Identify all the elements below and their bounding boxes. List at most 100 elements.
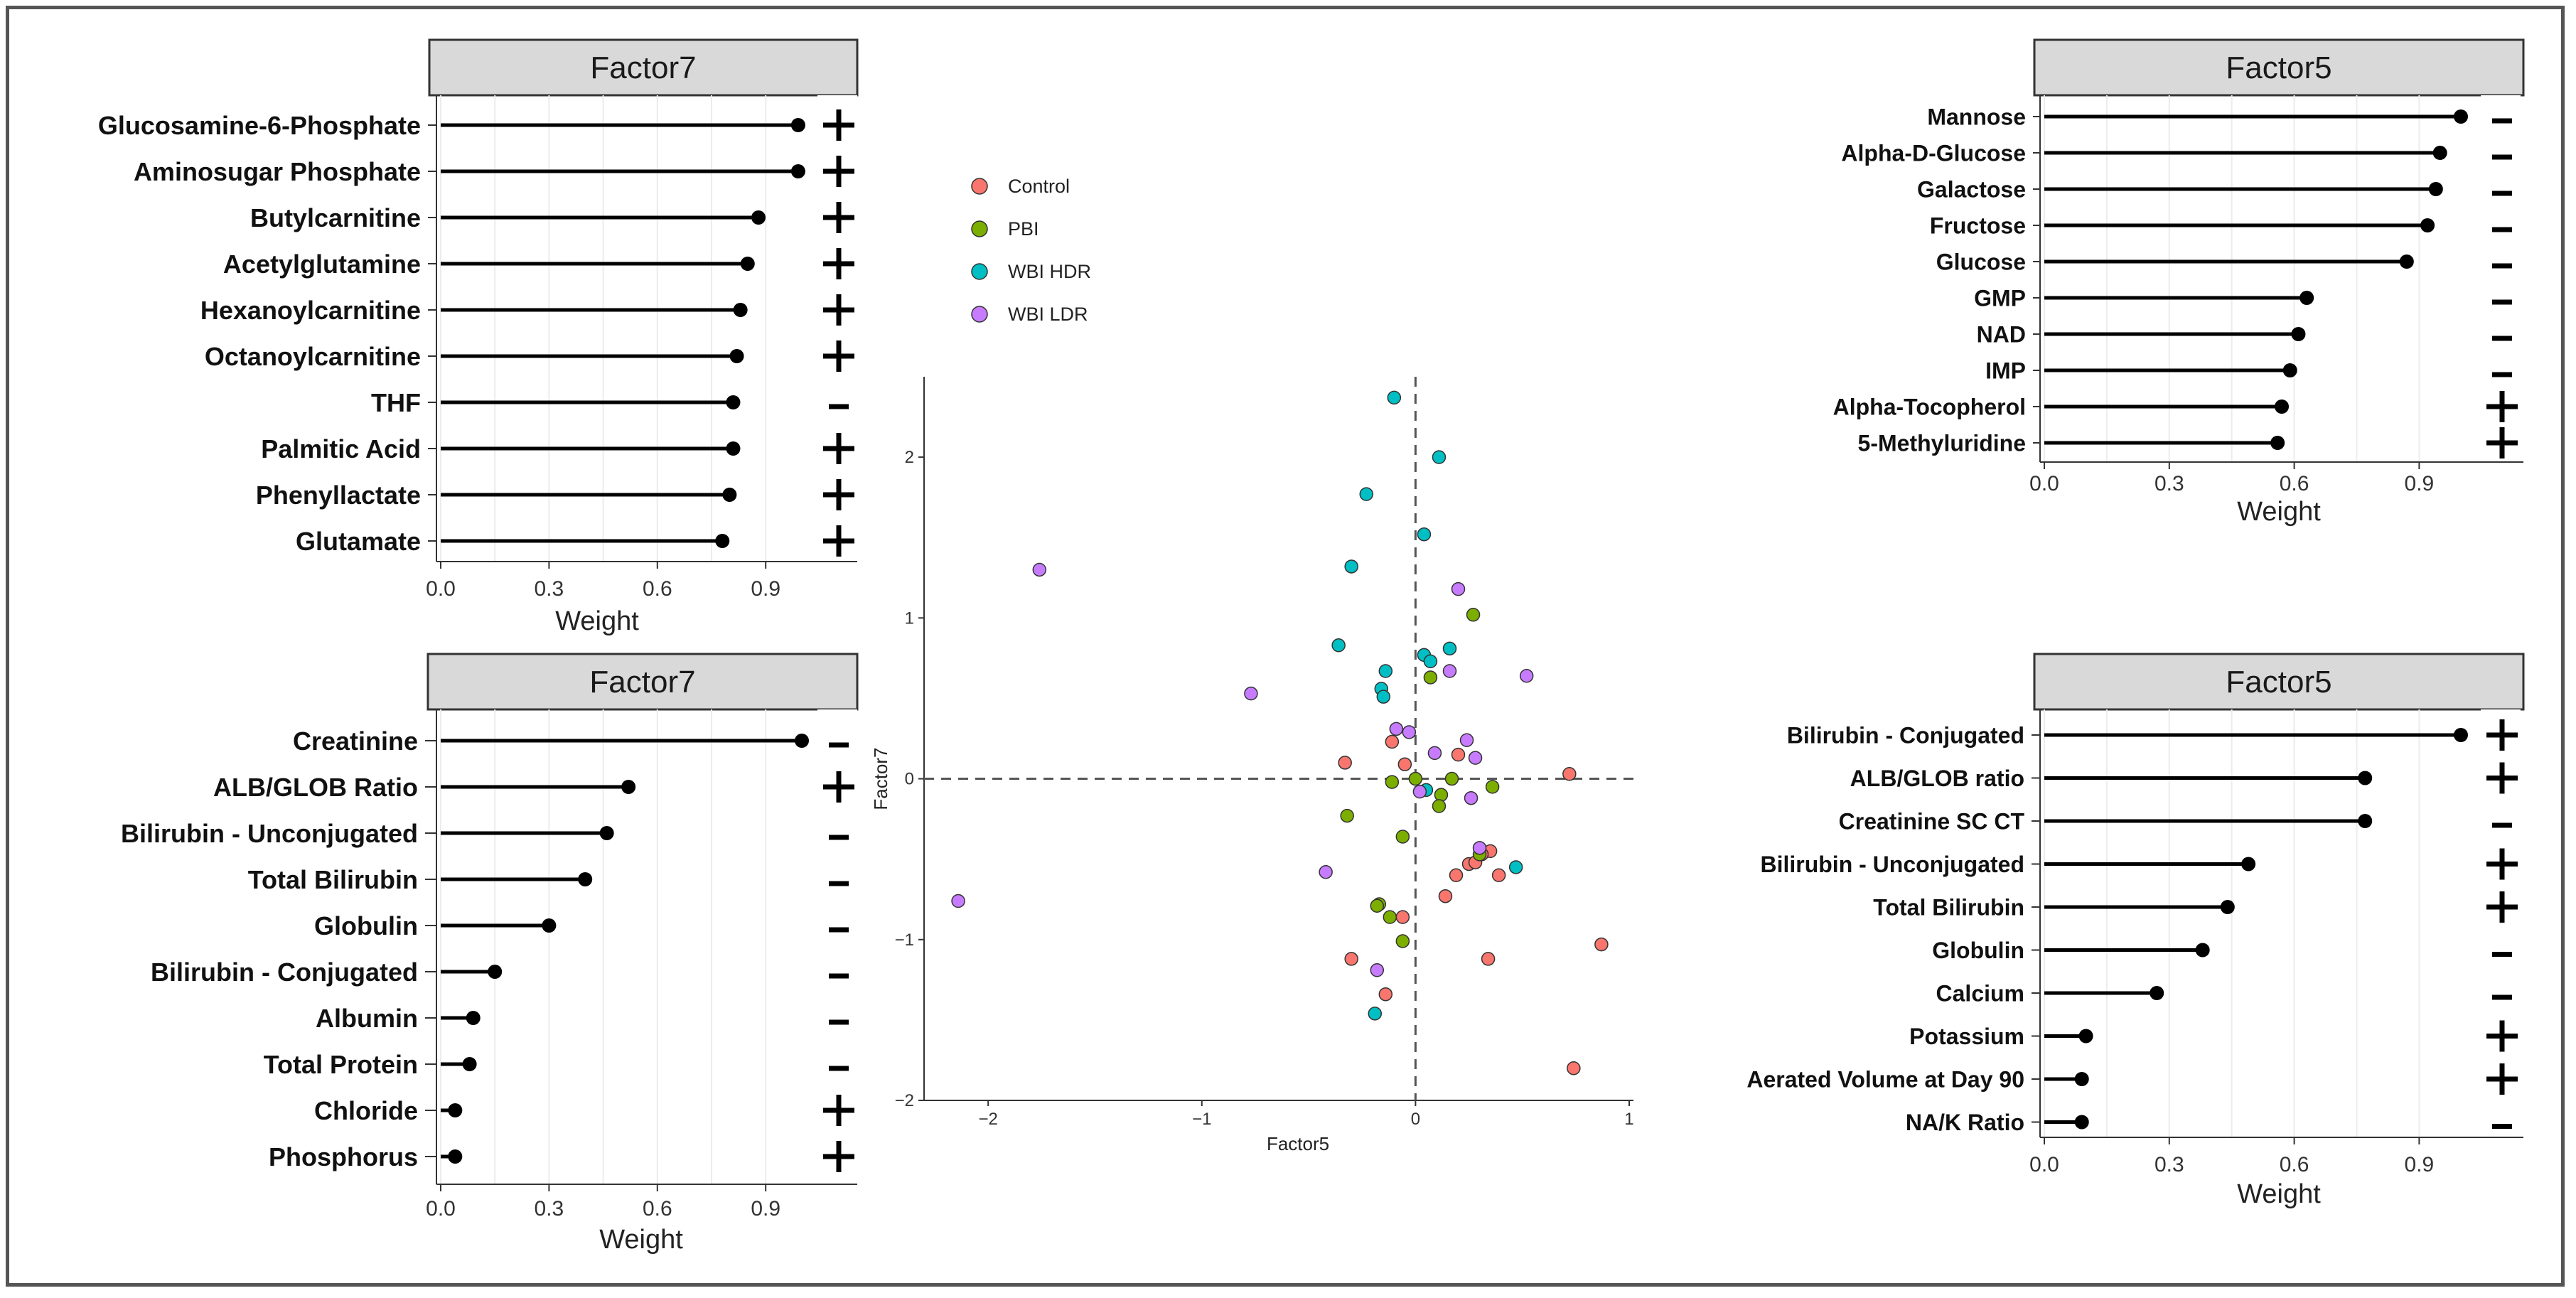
scatter-point-pbi	[1423, 670, 1438, 685]
lollipop-point	[2454, 109, 2468, 124]
scatter-point-control	[1451, 747, 1466, 762]
item-label: Aerated Volume at Day 90	[1746, 1067, 2024, 1093]
scatter-point-pbi	[1434, 788, 1449, 802]
scatter-point-wbi-ldr	[1442, 664, 1457, 678]
x-tick-label: 0.3	[2154, 472, 2184, 495]
panel-title: Factor7	[589, 665, 695, 699]
scatter-point-control	[1449, 868, 1464, 883]
item-label: GMP	[1974, 286, 2026, 311]
item-label: Bilirubin - Conjugated	[1787, 723, 2024, 749]
scatter-y-tick-label: 1	[905, 608, 914, 628]
scatter-point-control	[1562, 767, 1577, 781]
scatter-point-pbi	[1432, 799, 1447, 813]
scatter-point-control	[1378, 987, 1393, 1002]
lollipop-point	[726, 395, 741, 409]
scatter-point-pbi	[1395, 934, 1410, 948]
x-axis-title: Weight	[599, 1225, 683, 1255]
scatter-point-pbi	[1408, 771, 1423, 786]
lollipop-point	[2078, 1029, 2093, 1044]
x-axis-title: Weight	[2237, 1179, 2321, 1209]
item-label: Calcium	[1936, 981, 2024, 1007]
scatter-x-tick-label: −1	[1192, 1110, 1211, 1129]
lollipop-point	[448, 1103, 463, 1117]
lollipop-point	[740, 257, 755, 271]
lollipop-point	[466, 1011, 481, 1025]
lollipop-panel-tl: Factor7 Glucosamine-6-Phosphate Aminosugar…	[98, 38, 859, 636]
scatter-point-wbi-hdr	[1376, 690, 1391, 704]
lollipop-panel-br: Factor5 Bilirubin - Conjugated ALB/GLOB ra…	[1746, 653, 2525, 1209]
scatter-y-tick-label: 0	[905, 770, 914, 789]
lollipop-point	[2358, 814, 2373, 828]
lollipop-point	[726, 441, 741, 456]
item-label: ALB/GLOB ratio	[1850, 766, 2024, 791]
lollipop-point	[795, 734, 809, 748]
scatter-point-wbi-hdr	[1344, 559, 1358, 574]
lollipop-point	[2282, 363, 2297, 377]
item-label: Glutamate	[296, 527, 421, 556]
lollipop-point	[621, 780, 636, 794]
scatter-point-control	[1481, 952, 1496, 966]
scatter-point-control	[1395, 910, 1410, 924]
x-tick-label: 0.9	[751, 1197, 780, 1221]
lollipop-point	[462, 1057, 477, 1071]
scatter-point-control	[1397, 757, 1412, 771]
scatter-point-wbi-ldr	[1389, 722, 1404, 736]
scatter-point-wbi-ldr	[1459, 733, 1474, 748]
legend-label: WBI LDR	[1008, 304, 1088, 325]
legend-label: PBI	[1008, 218, 1039, 240]
scatter-point-pbi	[1395, 830, 1410, 844]
scatter-point-wbi-ldr	[1451, 581, 1466, 596]
x-tick-label: 0.0	[426, 577, 456, 601]
lollipop-panel-bl: Factor7 Creatinine ALB/GLOB Ratio Bilirubin…	[121, 653, 859, 1255]
x-axis-title: Weight	[2237, 497, 2321, 527]
scatter-point-wbi-ldr	[1464, 790, 1478, 805]
x-tick-label: 0.0	[2029, 1153, 2059, 1176]
scatter-point-pbi	[1466, 608, 1481, 622]
scatter-point-wbi-ldr	[1427, 746, 1442, 761]
lollipop-point	[2432, 146, 2447, 160]
panel-strip	[2033, 38, 2525, 97]
scatter-point-wbi-hdr	[1442, 641, 1457, 656]
x-tick-label: 0.6	[643, 577, 672, 601]
scatter-panel: −2 −1 0 1 −2 −1 0 1 2 Factor5 Factor7	[870, 377, 1634, 1154]
x-tick-label: 0.0	[426, 1197, 456, 1221]
lollipop-point	[2428, 182, 2443, 196]
x-axis-title: Weight	[555, 606, 639, 636]
scatter-point-wbi-hdr	[1432, 450, 1447, 464]
scatter-point-control	[1491, 868, 1506, 883]
lollipop-point	[2074, 1072, 2089, 1086]
item-label: ALB/GLOB Ratio	[213, 773, 418, 802]
item-label: Globulin	[1932, 938, 2024, 963]
item-label: Albumin	[316, 1004, 418, 1033]
item-label: Globulin	[314, 911, 418, 940]
item-label: Aminosugar Phosphate	[134, 157, 421, 186]
lollipop-point	[2358, 771, 2373, 785]
scatter-point-control	[1385, 734, 1400, 749]
scatter-point-wbi-hdr	[1378, 664, 1393, 678]
item-label: Phosphorus	[269, 1142, 418, 1171]
lollipop-point	[488, 965, 503, 979]
item-label: Bilirubin - Unconjugated	[1760, 852, 2024, 877]
item-label: Galactose	[1917, 177, 2026, 203]
panel-title: Factor5	[2226, 50, 2331, 85]
item-label: NA/K Ratio	[1906, 1110, 2024, 1135]
figure-frame	[6, 6, 2565, 1287]
scatter-point-wbi-ldr	[1370, 963, 1385, 977]
lollipop-point	[2399, 254, 2414, 269]
scatter-point-wbi-ldr	[1402, 725, 1417, 739]
x-tick-label: 0.3	[535, 577, 564, 601]
scatter-point-wbi-hdr	[1359, 487, 1373, 501]
lollipop-point	[578, 872, 593, 886]
lollipop-point	[2241, 857, 2256, 871]
item-label: Potassium	[1909, 1024, 2024, 1049]
lollipop-point	[2150, 986, 2164, 1000]
lollipop-point	[722, 488, 737, 502]
scatter-point-pbi	[1385, 775, 1400, 789]
lollipop-point	[2220, 900, 2235, 914]
item-label: Total Bilirubin	[248, 865, 418, 894]
x-tick-label: 0.9	[751, 577, 780, 601]
scatter-point-wbi-hdr	[1423, 654, 1438, 669]
x-tick-label: 0.9	[2405, 1153, 2435, 1176]
item-label: Hexanoylcarnitine	[200, 296, 421, 325]
